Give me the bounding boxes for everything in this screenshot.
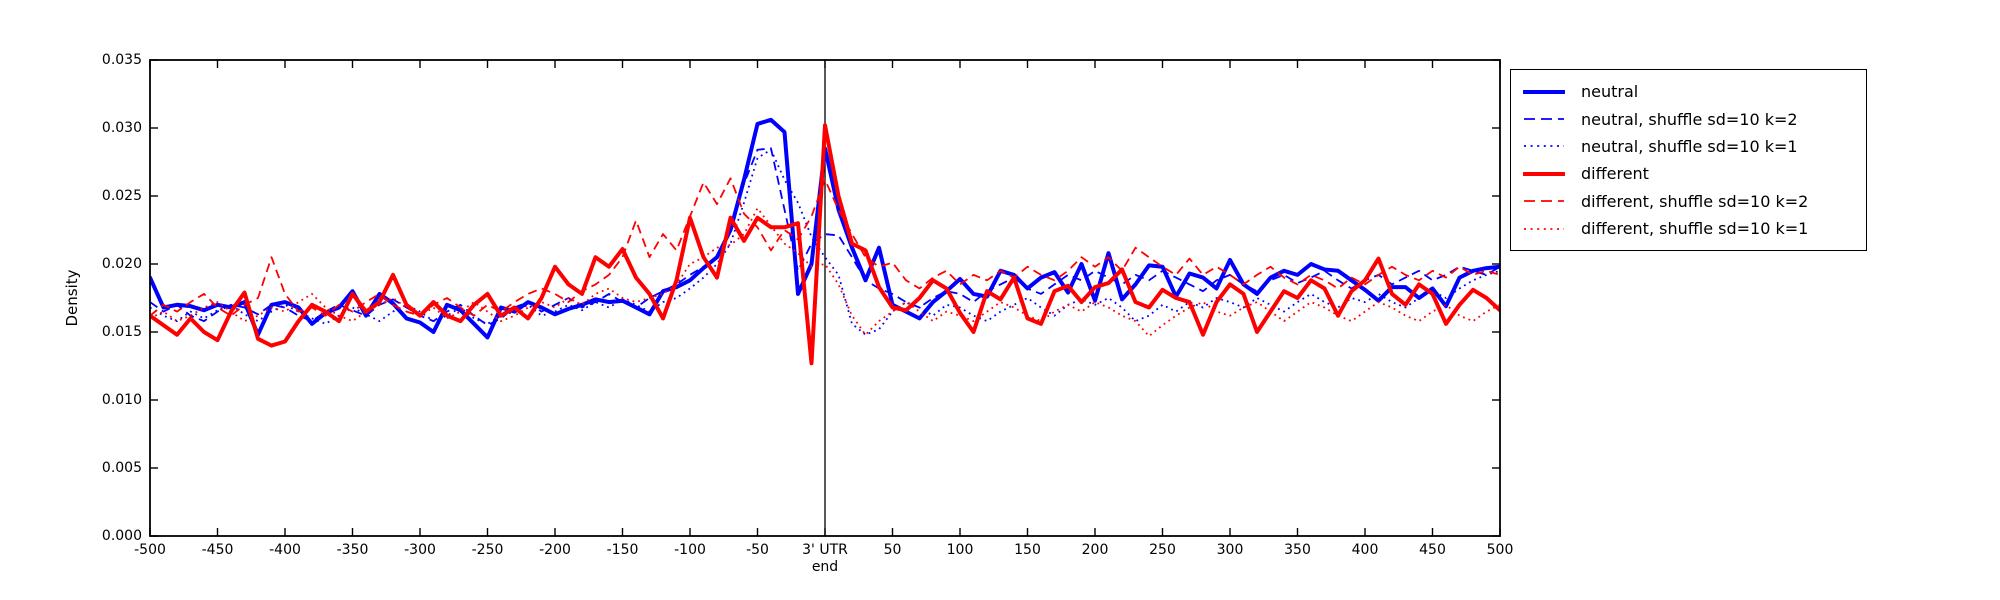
legend-item-neutral-shuffle-sd-10-k-2: neutral, shuffle sd=10 k=2 [1523,105,1856,132]
series-line-different-shuffle-sd-10-k-1 [150,207,1500,337]
y-tick-label-0-035: 0.035 [101,52,142,68]
series-line-different-shuffle-sd-10-k-2 [150,177,1500,317]
x-tick-label-50: -50 [713,542,803,559]
x-tick-label-text: 300 [1216,542,1244,558]
x-tick-label-450: 450 [1388,542,1478,559]
legend-label: different [1581,164,1649,184]
x-tick-label-text: 350 [1284,542,1311,558]
y-axis-label: Density [63,269,81,327]
y-tick-label-0-005: 0.005 [101,460,142,476]
y-tick-label-0-015: 0.015 [101,324,142,340]
legend-line-sample-solid [1523,89,1565,94]
x-tick-label-text: -50 [746,542,769,558]
x-tick-label-text: 200 [1081,542,1109,558]
y-tick-label-0-030: 0.030 [101,120,142,136]
x-tick-label-3-utr: 3' UTR end [780,542,870,576]
x-tick-label-300: -300 [375,542,465,559]
x-tick-label-text: -250 [471,542,504,558]
x-tick-label-text: 450 [1419,542,1446,558]
x-tick-label-450: -450 [173,542,263,559]
x-tick-label-text: -500 [134,542,166,558]
x-tick-label-50: 50 [848,542,938,559]
x-tick-label-250: 250 [1118,542,1208,559]
plot-lines-group [150,60,1500,536]
legend-label: different, shuffle sd=10 k=2 [1581,191,1809,211]
legend-item-different-shuffle-sd-10-k-2: different, shuffle sd=10 k=2 [1523,188,1856,215]
x-tick-label-text: 500 [1486,542,1514,558]
legend-line-sample-dotted [1524,227,1564,230]
x-tick-label-150: -150 [578,542,668,559]
x-tick-label-text: -350 [336,542,369,558]
x-tick-label-400: -400 [240,542,330,559]
legend-line-sample-dashed [1524,118,1564,120]
legend-item-different: different [1523,160,1856,187]
legend-line-sample-dotted [1524,145,1564,148]
series-line-different [150,123,1500,366]
x-tick-sublabel-text: end [811,559,839,575]
legend-label: neutral, shuffle sd=10 k=1 [1581,136,1798,156]
x-tick-label-350: 350 [1253,542,1343,559]
tick-marks [149,59,1501,537]
x-tick-label-text: 250 [1149,542,1176,558]
x-tick-label-350: -350 [308,542,398,559]
x-tick-label-200: 200 [1050,542,1140,559]
x-tick-label-400: 400 [1320,542,1410,559]
x-tick-label-text: 150 [1014,542,1041,558]
x-tick-label-text: -450 [201,542,234,558]
x-tick-label-text: -100 [674,542,706,558]
x-tick-label-text: -150 [606,542,639,558]
x-tick-label-text: -200 [539,542,571,558]
x-tick-label-text: 400 [1351,542,1379,558]
x-tick-label-300: 300 [1185,542,1275,559]
y-tick-label-0-010: 0.010 [101,392,142,408]
legend-item-neutral: neutral [1523,78,1856,105]
x-tick-label-250: -250 [443,542,533,559]
legend: neutral neutral, shuffle sd=10 k=2 neutral… [1510,69,1867,252]
x-tick-label-text: 100 [946,542,974,558]
x-tick-label-text: 3' UTR [802,542,848,558]
x-tick-label-text: -300 [404,542,436,558]
x-tick-label-100: -100 [645,542,735,559]
series-line-neutral-shuffle-sd-10-k-2 [150,147,1500,327]
legend-item-neutral-shuffle-sd-10-k-1: neutral, shuffle sd=10 k=1 [1523,133,1856,160]
x-tick-label-text: 50 [883,542,902,558]
legend-label: neutral, shuffle sd=10 k=2 [1581,109,1798,129]
legend-line-sample-solid [1523,171,1565,176]
legend-label: neutral [1581,82,1639,102]
legend-line-sample-dashed [1524,200,1564,203]
x-tick-label-200: -200 [510,542,600,559]
legend-item-different-shuffle-sd-10-k-1: different, shuffle sd=10 k=1 [1523,215,1856,242]
x-tick-label-500: -500 [105,542,195,559]
y-tick-label-0-020: 0.020 [101,256,142,272]
y-tick-label-0-000: 0.000 [101,528,142,544]
x-tick-label-500: 500 [1455,542,1545,559]
y-tick-label-0-025: 0.025 [101,188,142,204]
x-tick-label-150: 150 [983,542,1073,559]
legend-label: different, shuffle sd=10 k=1 [1581,219,1809,239]
x-tick-label-100: 100 [915,542,1005,559]
x-tick-label-text: -400 [269,542,301,558]
